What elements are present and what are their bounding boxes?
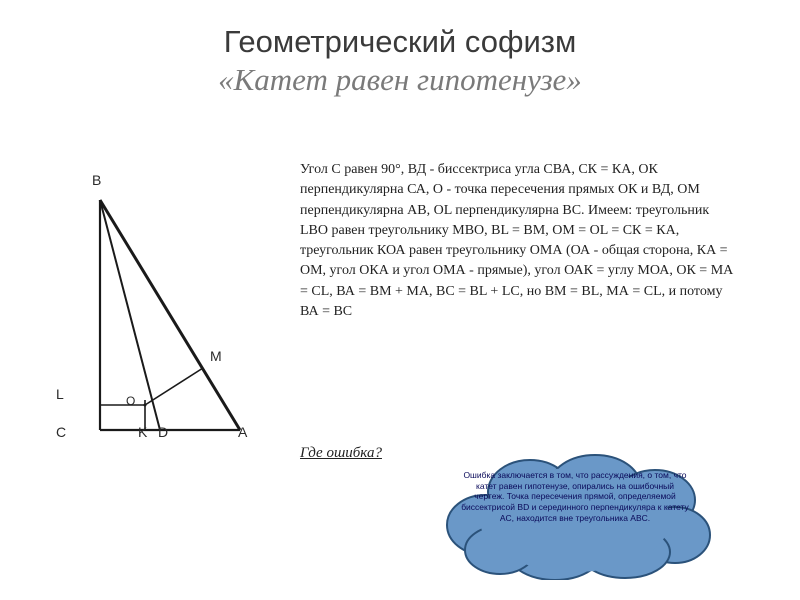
label-L: L (56, 386, 64, 402)
title-main: Геометрический софизм (0, 24, 800, 60)
label-M: M (210, 348, 222, 364)
hint-text: Ошибка заключается в том, что рассуждени… (460, 470, 690, 523)
question-text: Где ошибка? (300, 445, 382, 462)
label-K: K (138, 424, 147, 440)
label-B: B (92, 172, 101, 188)
label-A: A (238, 424, 247, 440)
geometry-diagram: B L C K D A M O (70, 190, 250, 470)
slide-content: B L C K D A M O Угол С равен 90°, ВД - б… (0, 150, 800, 600)
label-C: C (56, 424, 66, 440)
label-D: D (158, 424, 168, 440)
label-O: O (126, 394, 135, 408)
title-sub: «Катет равен гипотенузе» (0, 62, 800, 98)
proof-paragraph: Угол С равен 90°, ВД - биссектриса угла … (300, 160, 740, 322)
slide-title: Геометрический софизм «Катет равен гипот… (0, 0, 800, 98)
